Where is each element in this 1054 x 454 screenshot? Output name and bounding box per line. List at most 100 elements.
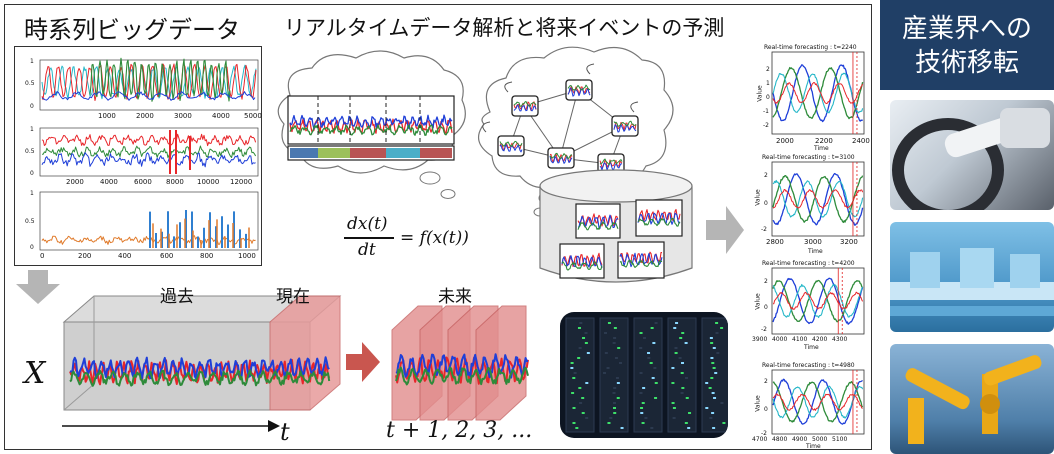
bubble-dot [419,171,441,185]
plot1-green-line [89,57,231,102]
db-blue-line [619,252,663,268]
factory-line-image [890,222,1054,332]
server-led [653,367,657,369]
self-loop-arrow [482,121,491,133]
plot2-ytick: 0.5 [25,148,35,155]
segment-blue-line [289,114,453,130]
plot1-tick: 3000 [174,112,192,120]
server-led [571,392,575,394]
server-led [712,427,716,429]
forecast-green-line [772,279,864,323]
server-led [671,402,675,404]
plot3-ytick: 0.5 [25,218,35,225]
forecast-tick: 4700 [752,436,768,443]
time-axis-arrowhead [268,420,280,432]
forecast-tick: 4900 [792,436,808,443]
server-led [578,347,582,349]
server-led [586,352,590,354]
plot3-tick: 800 [200,252,214,260]
server-led [710,342,714,344]
server-led [572,377,576,379]
forecast-tick: 4300 [832,336,848,343]
server-led [671,382,675,384]
server-led [711,392,715,394]
server-led [679,337,683,339]
node-blue-line [613,123,637,133]
forecast-tick: 4200 [812,336,828,343]
server-led [604,332,608,334]
forecast-green-line [772,174,864,224]
db-green-line [637,217,681,227]
industry-header: 産業界への 技術移転 [880,0,1054,90]
forecast-title: Real-time forecasting : t=4200 [762,260,855,267]
server-led [709,417,713,419]
plot1-red-line [41,63,257,101]
server-led [705,407,709,409]
plot2-ytick: 0 [30,170,34,177]
bubble-dot [440,189,456,199]
db-green-line [577,221,619,231]
server-led [714,372,718,374]
server-led [684,342,688,344]
server-led [607,422,611,424]
server-led [711,412,715,414]
equation-numerator: dx(t) [347,214,388,234]
server-led [680,392,684,394]
server-room-image [560,312,728,438]
forecast-ytick: 0 [766,94,770,101]
plot1-tick: 5000 [244,112,262,120]
plot3-tick: 0 [40,252,45,260]
forecast-title: Real-time forecasting : t=3100 [762,154,855,161]
forecast-blue-line [772,277,864,325]
server-led [674,352,678,354]
server-led [613,327,617,329]
car-driving-image [890,100,1054,210]
server-led [675,322,679,324]
plot3-ytick: 0 [30,244,34,251]
server-led [678,357,682,359]
plot1-ytick: 0 [30,103,34,110]
node-green-line [549,152,572,160]
server-led [575,427,579,429]
segment-label-blue [290,148,318,158]
server-led [607,322,611,324]
server-led [612,392,616,394]
node-blue-line [513,104,537,112]
forecast-ytick: -2 [761,226,767,233]
equation-denominator: dt [358,240,376,260]
plot2-red-spikes [169,130,191,174]
node-blue-line [567,87,591,97]
server-led [716,352,720,354]
server-led [647,352,651,354]
forecast-cyan-line [772,385,864,419]
plot2-red-line [41,133,257,147]
server-led [613,387,617,389]
plot1-frame [39,59,259,111]
plot2-tick: 10000 [197,178,220,186]
plot2-tick: 4000 [100,178,118,186]
server-led [577,327,581,329]
plot1-tick: 1000 [98,112,116,120]
server-led [720,402,724,404]
server-led [639,372,643,374]
server-led [581,397,585,399]
server-led [681,332,685,334]
server-led [644,417,648,419]
segment-label-red [350,148,386,158]
server-led [720,327,724,329]
future-green-line [395,366,529,386]
server-led [609,417,613,419]
plot2-green-line [41,145,257,159]
server-led [616,397,620,399]
forecast-ytick: 2 [764,378,768,385]
server-led [715,322,719,324]
server-led [572,407,576,409]
server-led [570,362,574,364]
big-data-title: 時系列ビッグデータ [24,16,240,44]
plot2-tick: 8000 [166,178,184,186]
server-led [650,427,654,429]
plot3-frame [39,191,259,251]
server-led [708,387,712,389]
